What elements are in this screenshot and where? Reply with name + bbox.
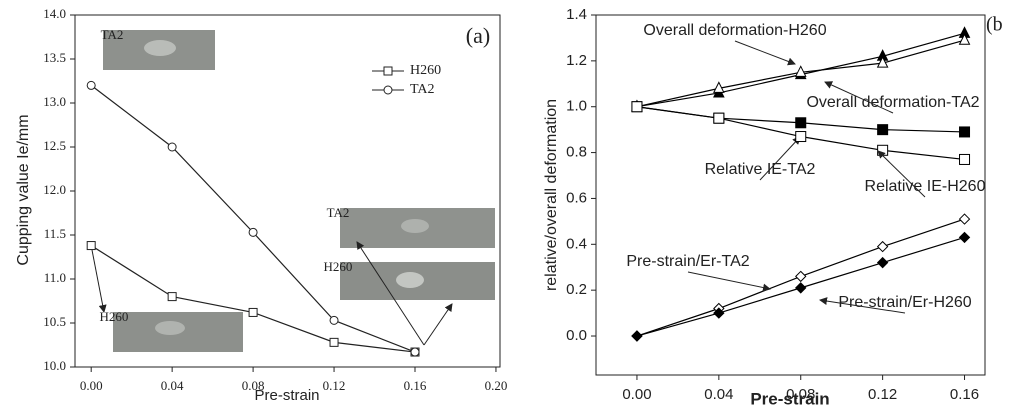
point — [958, 231, 971, 244]
series-label: Overall deformation-TA2 — [806, 94, 979, 111]
x-tick-label: 0.12 — [323, 378, 346, 393]
point — [959, 126, 971, 138]
point — [795, 131, 807, 143]
point — [794, 65, 807, 77]
annotation: H260 — [324, 259, 353, 274]
legend-label: TA2 — [410, 82, 435, 97]
point — [248, 227, 258, 237]
y-tick-label: 12.5 — [43, 138, 66, 153]
series-label: Relative IE-TA2 — [705, 161, 816, 178]
x-tick-label: 0.20 — [485, 378, 508, 393]
x-tick-label: 0.16 — [950, 386, 979, 403]
x-axis-label: Pre-strain — [254, 387, 319, 404]
y-tick-label: 14.0 — [43, 6, 66, 21]
series-label: Pre-strain/Er-TA2 — [626, 253, 749, 270]
x-axis-label: Pre-strain — [750, 389, 829, 408]
label-arrow — [824, 81, 894, 114]
x-tick-label: 0.00 — [622, 386, 651, 403]
x-tick-label: 0.04 — [704, 386, 733, 403]
x-tick-label: 0.00 — [80, 378, 103, 393]
point — [958, 213, 971, 225]
point — [631, 330, 643, 342]
point — [959, 153, 971, 165]
point — [958, 33, 971, 45]
series-label: Overall deformation-H260 — [643, 22, 826, 39]
point — [329, 337, 339, 347]
point — [713, 112, 725, 124]
y-tick-label: 11.0 — [44, 270, 66, 285]
point — [877, 124, 889, 136]
y-tick-label: 0.2 — [566, 281, 587, 298]
photo-dome — [144, 40, 176, 56]
y-axis-label: Cupping value Ie/mm — [15, 114, 32, 265]
point — [410, 347, 420, 357]
legend-marker — [383, 66, 393, 76]
series-label: Relative IE-H260 — [865, 178, 986, 195]
arrow — [423, 303, 453, 346]
x-tick-label: 0.08 — [786, 386, 815, 403]
y-tick-label: 11.5 — [44, 226, 66, 241]
y-tick-label: 12.0 — [43, 182, 66, 197]
y-tick-label: 0.8 — [566, 144, 587, 161]
label-arrow — [819, 297, 906, 314]
photo-dome — [401, 219, 429, 233]
y-tick-label: 1.4 — [566, 6, 587, 23]
photo-dome — [155, 321, 185, 335]
point — [86, 80, 96, 90]
y-tick-label: 0.4 — [566, 235, 587, 252]
y-tick-label: 10.5 — [43, 314, 66, 329]
y-tick-label: 0.6 — [566, 189, 587, 206]
label-arrow — [877, 150, 926, 198]
arrow — [356, 241, 425, 346]
panel-label: (a) — [466, 23, 490, 48]
y-tick-label: 13.5 — [43, 50, 66, 65]
annotation: H260 — [100, 309, 129, 324]
y-tick-label: 10.0 — [43, 358, 66, 373]
x-tick-label: 0.12 — [868, 386, 897, 403]
series-label: Pre-strain/Er-H260 — [838, 294, 971, 311]
legend-label: H260 — [410, 63, 441, 78]
photo-dome — [396, 272, 424, 288]
plot-frame — [595, 14, 986, 376]
point — [876, 256, 889, 269]
annotation: TA2 — [101, 27, 124, 42]
y-tick-label: 13.0 — [43, 94, 66, 109]
point — [329, 315, 339, 325]
y-tick-label: 1.2 — [566, 52, 587, 69]
label-arrow — [734, 40, 796, 66]
panel-label: (b — [986, 14, 1003, 36]
label-arrow — [759, 136, 801, 181]
point — [877, 144, 889, 156]
legend-marker — [383, 85, 393, 95]
y-tick-label: 0.0 — [566, 327, 587, 344]
point — [876, 240, 889, 253]
x-tick-label: 0.04 — [161, 378, 184, 393]
annotation: TA2 — [327, 205, 350, 220]
point — [713, 307, 725, 319]
x-tick-label: 0.16 — [404, 378, 427, 393]
point — [795, 282, 807, 294]
point — [167, 292, 177, 302]
point — [248, 307, 258, 317]
point — [713, 81, 725, 93]
point — [631, 101, 643, 113]
y-tick-label: 1.0 — [566, 98, 587, 115]
y-axis-label: relative/overall deformation — [543, 99, 560, 291]
point — [167, 142, 177, 152]
point — [86, 241, 96, 251]
arrow — [91, 249, 107, 313]
x-tick-label: 0.08 — [242, 378, 265, 393]
point — [795, 117, 807, 129]
point — [795, 270, 807, 283]
point — [876, 56, 889, 68]
label-arrow — [687, 271, 771, 292]
